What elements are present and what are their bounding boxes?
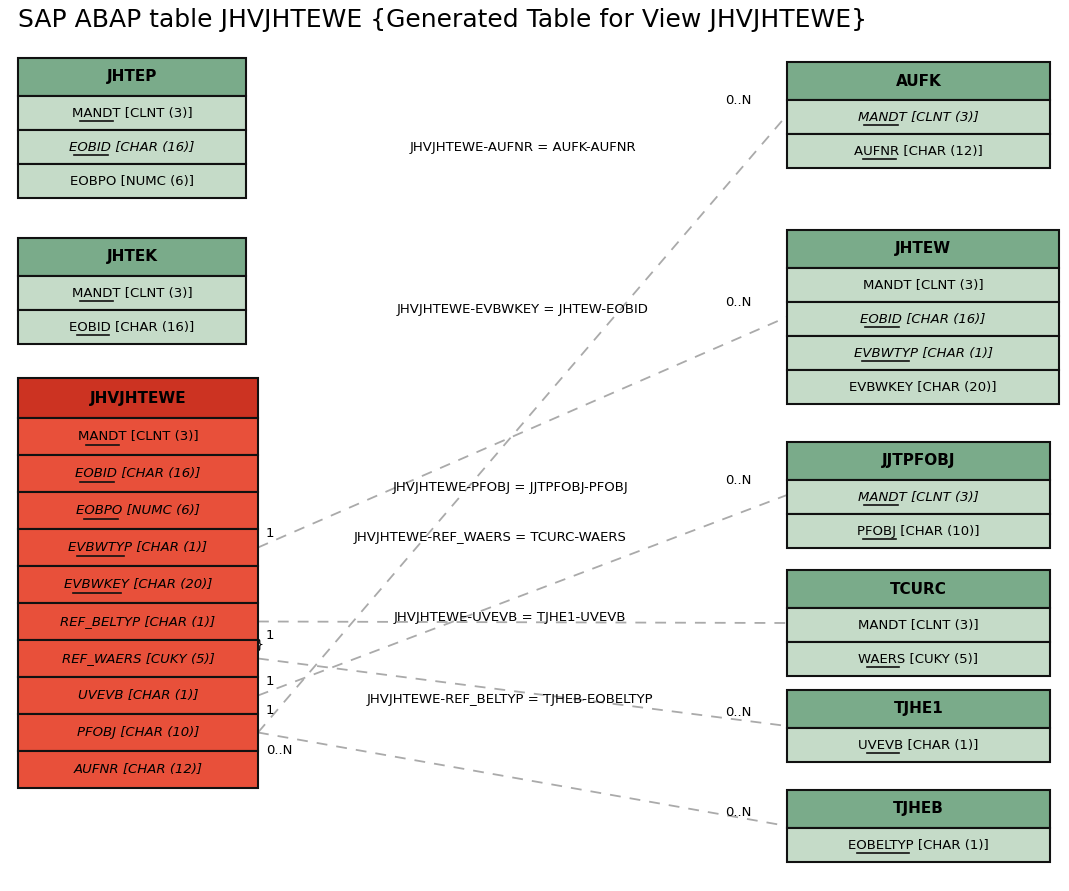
Text: MANDT [CLNT (3)]: MANDT [CLNT (3)] [72, 287, 192, 299]
Text: EOBID [CHAR (16)]: EOBID [CHAR (16)] [69, 321, 195, 333]
Text: JHVJHTEWE-REF_WAERS = TCURC-WAERS: JHVJHTEWE-REF_WAERS = TCURC-WAERS [354, 530, 626, 544]
Bar [18, 677, 258, 714]
Bar [18, 566, 258, 603]
Text: EVBWKEY [CHAR (20)]: EVBWKEY [CHAR (20)] [849, 380, 996, 394]
Text: 1: 1 [266, 527, 275, 540]
Bar [787, 514, 1050, 548]
Text: MANDT [CLNT (3)]: MANDT [CLNT (3)] [72, 107, 192, 119]
Text: PFOBJ [CHAR (10)]: PFOBJ [CHAR (10)] [77, 726, 199, 739]
Bar [787, 570, 1050, 608]
Bar [18, 238, 246, 276]
Text: 1: 1 [266, 704, 275, 717]
Text: UVEVB [CHAR (1)]: UVEVB [CHAR (1)] [858, 739, 979, 751]
Bar [787, 690, 1050, 728]
Text: EVBWTYP [CHAR (1)]: EVBWTYP [CHAR (1)] [853, 347, 992, 359]
Text: 0..N: 0..N [725, 805, 752, 819]
Bar [787, 302, 1059, 336]
Bar [787, 442, 1050, 480]
Bar [18, 130, 246, 164]
Text: 0..N: 0..N [725, 94, 752, 108]
Text: JHTEK: JHTEK [107, 249, 157, 265]
Bar [787, 642, 1050, 676]
Bar [787, 230, 1059, 268]
Text: JHVJHTEWE-PFOBJ = JJTPFOBJ-PFOBJ: JHVJHTEWE-PFOBJ = JJTPFOBJ-PFOBJ [392, 481, 628, 495]
Bar [18, 640, 258, 677]
Text: REF_WAERS [CUKY (5)]: REF_WAERS [CUKY (5)] [62, 652, 215, 665]
Bar [18, 492, 258, 529]
Text: REF_BELTYP [CHAR (1)]: REF_BELTYP [CHAR (1)] [61, 615, 216, 628]
Text: MANDT [CLNT (3)]: MANDT [CLNT (3)] [78, 430, 199, 443]
Text: JHVJHTEWE-AUFNR = AUFK-AUFNR: JHVJHTEWE-AUFNR = AUFK-AUFNR [409, 142, 636, 154]
Bar [787, 790, 1050, 828]
Bar [787, 828, 1050, 862]
Bar [787, 728, 1050, 762]
Text: UVEVB [CHAR (1)]: UVEVB [CHAR (1)] [78, 689, 198, 702]
Bar [787, 100, 1050, 134]
Text: MANDT [CLNT (3)]: MANDT [CLNT (3)] [858, 618, 979, 632]
Bar [18, 276, 246, 310]
Text: EVBWKEY [CHAR (20)]: EVBWKEY [CHAR (20)] [64, 578, 212, 591]
Text: AUFK: AUFK [896, 73, 942, 88]
Bar [787, 62, 1050, 100]
Text: EOBID [CHAR (16)]: EOBID [CHAR (16)] [861, 313, 986, 325]
Bar [18, 751, 258, 788]
Bar [18, 603, 258, 640]
Text: JHVJHTEWE-REF_BELTYP = TJHEB-EOBELTYP: JHVJHTEWE-REF_BELTYP = TJHEB-EOBELTYP [367, 693, 653, 707]
Bar [18, 455, 258, 492]
Bar [18, 529, 258, 566]
Bar [787, 480, 1050, 514]
Text: JHTEW: JHTEW [895, 241, 951, 257]
Text: 0..N: 0..N [725, 706, 752, 718]
Text: TJHEB: TJHEB [893, 802, 944, 816]
Text: TCURC: TCURC [890, 582, 947, 596]
Text: AUFNR [CHAR (12)]: AUFNR [CHAR (12)] [74, 763, 202, 776]
Text: EVBWTYP [CHAR (1)]: EVBWTYP [CHAR (1)] [68, 541, 207, 554]
Text: 1: 1 [266, 629, 275, 642]
Text: MANDT [CLNT (3)]: MANDT [CLNT (3)] [863, 279, 983, 291]
Bar [18, 164, 246, 198]
Text: JHVJHTEWE-EVBWKEY = JHTEW-EOBID: JHVJHTEWE-EVBWKEY = JHTEW-EOBID [397, 304, 649, 316]
Text: JHVJHTEWE-UVEVB = TJHE1-UVEVB: JHVJHTEWE-UVEVB = TJHE1-UVEVB [393, 610, 626, 624]
Text: EOBID [CHAR (16)]: EOBID [CHAR (16)] [75, 467, 201, 480]
Text: 1: 1 [266, 675, 275, 688]
Text: PFOBJ [CHAR (10)]: PFOBJ [CHAR (10)] [857, 525, 980, 537]
Text: {0,1}: {0,1} [226, 638, 264, 651]
Bar [18, 96, 246, 130]
Text: EOBPO [NUMC (6)]: EOBPO [NUMC (6)] [76, 504, 200, 517]
Text: MANDT [CLNT (3)]: MANDT [CLNT (3)] [858, 110, 979, 124]
Bar [18, 418, 258, 455]
Text: TJHE1: TJHE1 [894, 701, 943, 716]
Bar [18, 378, 258, 418]
Text: JHTEP: JHTEP [107, 69, 157, 85]
Text: SAP ABAP table JHVJHTEWE {Generated Table for View JHVJHTEWE}: SAP ABAP table JHVJHTEWE {Generated Tabl… [18, 8, 867, 32]
Text: EOBELTYP [CHAR (1)]: EOBELTYP [CHAR (1)] [848, 838, 989, 852]
Bar [18, 58, 246, 96]
Text: EOBPO [NUMC (6)]: EOBPO [NUMC (6)] [69, 175, 193, 187]
Text: 0..N: 0..N [266, 744, 293, 757]
Text: MANDT [CLNT (3)]: MANDT [CLNT (3)] [858, 491, 979, 503]
Bar [787, 370, 1059, 404]
Text: WAERS [CUKY (5)]: WAERS [CUKY (5)] [858, 652, 978, 666]
Text: 0..N: 0..N [725, 297, 752, 309]
Bar [787, 268, 1059, 302]
Bar [18, 714, 258, 751]
Bar [18, 310, 246, 344]
Text: JJTPFOBJ: JJTPFOBJ [882, 454, 956, 469]
Bar [787, 134, 1050, 168]
Text: JHVJHTEWE: JHVJHTEWE [90, 390, 186, 405]
Text: EOBID [CHAR (16)]: EOBID [CHAR (16)] [69, 141, 195, 153]
Bar [787, 608, 1050, 642]
Bar [787, 336, 1059, 370]
Text: 0..N: 0..N [725, 475, 752, 487]
Text: AUFNR [CHAR (12)]: AUFNR [CHAR (12)] [854, 144, 982, 158]
